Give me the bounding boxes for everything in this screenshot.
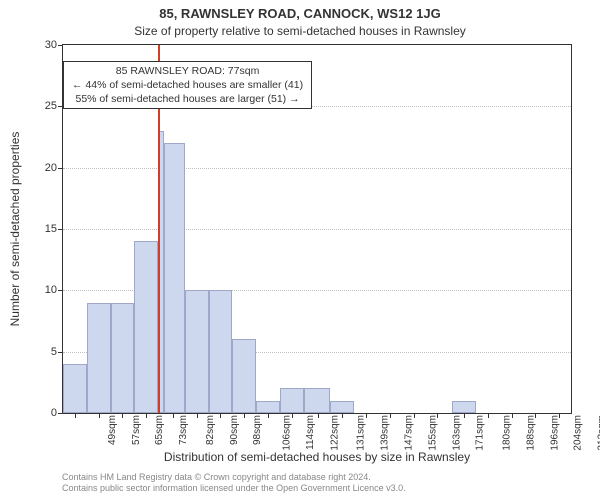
y-tick-mark bbox=[58, 168, 63, 169]
histogram-bar bbox=[232, 339, 256, 413]
x-tick-label: 90sqm bbox=[227, 415, 240, 445]
x-tick-label: 212sqm bbox=[595, 415, 600, 451]
x-tick-mark bbox=[318, 413, 319, 418]
x-tick-mark bbox=[99, 413, 100, 418]
x-tick-mark bbox=[75, 413, 76, 418]
histogram-bar bbox=[280, 388, 304, 413]
gridline bbox=[63, 229, 571, 230]
x-tick-mark bbox=[437, 413, 438, 418]
chart-subtitle: Size of property relative to semi-detach… bbox=[0, 24, 600, 38]
x-tick-label: 106sqm bbox=[280, 415, 293, 451]
x-tick-mark bbox=[390, 413, 391, 418]
x-tick-label: 73sqm bbox=[176, 415, 189, 445]
footer-attribution: Contains HM Land Registry data © Crown c… bbox=[62, 472, 572, 495]
x-tick-mark bbox=[220, 413, 221, 418]
y-tick-mark bbox=[58, 413, 63, 414]
x-tick-label: 188sqm bbox=[523, 415, 536, 451]
x-tick-mark bbox=[122, 413, 123, 418]
annotation-line: 85 RAWNSLEY ROAD: 77sqm bbox=[72, 64, 303, 78]
x-tick-label: 204sqm bbox=[571, 415, 584, 451]
footer-line: Contains HM Land Registry data © Crown c… bbox=[62, 472, 572, 483]
x-tick-mark bbox=[488, 413, 489, 418]
x-tick-mark bbox=[535, 413, 536, 418]
histogram-bar bbox=[63, 364, 87, 413]
y-tick-mark bbox=[58, 229, 63, 230]
chart-container: 85, RAWNSLEY ROAD, CANNOCK, WS12 1JG Siz… bbox=[0, 0, 600, 500]
x-tick-label: 57sqm bbox=[129, 415, 142, 445]
histogram-bar bbox=[111, 303, 135, 413]
histogram-bar bbox=[87, 303, 111, 413]
histogram-bar bbox=[164, 143, 185, 413]
histogram-bar bbox=[256, 401, 280, 413]
x-tick-label: 114sqm bbox=[303, 415, 316, 450]
histogram-bar bbox=[134, 241, 158, 413]
x-tick-label: 171sqm bbox=[473, 415, 486, 451]
x-tick-mark bbox=[268, 413, 269, 418]
annotation-line: ← 44% of semi-detached houses are smalle… bbox=[72, 78, 303, 92]
x-tick-mark bbox=[292, 413, 293, 418]
annotation-box: 85 RAWNSLEY ROAD: 77sqm ← 44% of semi-de… bbox=[63, 61, 312, 110]
footer-line: Contains public sector information licen… bbox=[62, 483, 572, 494]
y-tick-mark bbox=[58, 45, 63, 46]
x-tick-label: 155sqm bbox=[425, 415, 438, 451]
x-tick-mark bbox=[342, 413, 343, 418]
y-axis-label: Number of semi-detached properties bbox=[8, 0, 22, 44]
histogram-bar bbox=[209, 290, 233, 413]
x-tick-mark bbox=[512, 413, 513, 418]
x-tick-label: 82sqm bbox=[203, 415, 216, 445]
histogram-bar bbox=[330, 401, 354, 413]
histogram-bar bbox=[452, 401, 476, 413]
x-tick-mark bbox=[244, 413, 245, 418]
x-tick-label: 49sqm bbox=[105, 415, 118, 445]
x-tick-label: 131sqm bbox=[354, 415, 367, 451]
x-tick-mark bbox=[464, 413, 465, 418]
x-tick-mark bbox=[366, 413, 367, 418]
x-tick-label: 180sqm bbox=[500, 415, 513, 451]
x-tick-label: 98sqm bbox=[250, 415, 263, 445]
histogram-bar bbox=[304, 388, 331, 413]
x-tick-label: 147sqm bbox=[402, 415, 415, 451]
x-tick-mark bbox=[146, 413, 147, 418]
x-tick-mark bbox=[197, 413, 198, 418]
y-tick-mark bbox=[58, 290, 63, 291]
annotation-line: 55% of semi-detached houses are larger (… bbox=[72, 92, 303, 106]
x-tick-mark bbox=[173, 413, 174, 418]
x-tick-label: 163sqm bbox=[449, 415, 462, 451]
chart-title: 85, RAWNSLEY ROAD, CANNOCK, WS12 1JG bbox=[0, 6, 600, 21]
gridline bbox=[63, 168, 571, 169]
histogram-bar bbox=[185, 290, 209, 413]
x-tick-label: 65sqm bbox=[152, 415, 165, 445]
x-axis-label: Distribution of semi-detached houses by … bbox=[62, 450, 572, 464]
plot-area: 05101520253049sqm57sqm65sqm73sqm82sqm90s… bbox=[62, 44, 572, 414]
x-tick-label: 122sqm bbox=[327, 415, 340, 451]
x-tick-label: 196sqm bbox=[547, 415, 560, 451]
x-tick-mark bbox=[414, 413, 415, 418]
x-tick-label: 139sqm bbox=[378, 415, 391, 451]
y-tick-mark bbox=[58, 352, 63, 353]
x-tick-mark bbox=[559, 413, 560, 418]
